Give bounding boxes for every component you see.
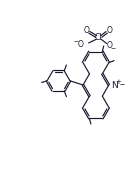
Text: O: O xyxy=(84,26,90,35)
Text: O: O xyxy=(77,40,83,49)
Text: O: O xyxy=(106,26,112,35)
Text: −: − xyxy=(111,45,116,50)
Text: +: + xyxy=(115,80,121,86)
Text: N: N xyxy=(112,81,118,89)
Text: Cl: Cl xyxy=(95,33,102,42)
Text: −: − xyxy=(73,39,78,44)
Text: O: O xyxy=(106,41,112,50)
Text: ‒: ‒ xyxy=(119,81,124,89)
